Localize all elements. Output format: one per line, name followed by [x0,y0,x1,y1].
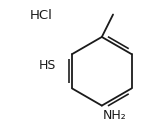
Text: NH₂: NH₂ [103,109,127,122]
Text: HCl: HCl [30,9,53,22]
Text: HS: HS [39,59,56,72]
